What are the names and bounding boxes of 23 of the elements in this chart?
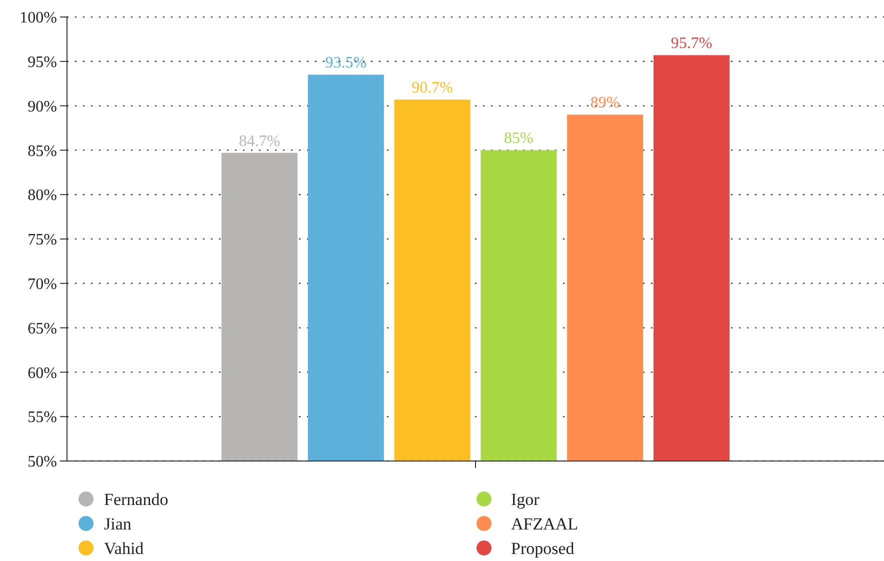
legend-label: Fernando (104, 490, 168, 509)
legend-label: Proposed (511, 538, 575, 558)
data-label: 90.7% (412, 80, 453, 97)
y-tick-label: 80% (28, 187, 57, 204)
y-tick-label: 75% (28, 232, 57, 249)
y-tick-label: 70% (28, 276, 57, 293)
data-label: 84.7% (238, 132, 280, 150)
data-label: 89% (590, 94, 620, 112)
y-tick-label: 50% (28, 454, 57, 471)
legend-label: Vahid (104, 538, 144, 558)
y-tick-label: 85% (28, 142, 57, 160)
y-tick-label: 90% (28, 98, 57, 116)
y-tick-label: 95% (28, 54, 57, 71)
y-tick-label: 55% (28, 409, 57, 426)
data-label: 85% (504, 130, 534, 148)
y-tick-label: 60% (28, 364, 57, 382)
y-tick-label: 100% (20, 10, 57, 27)
data-label: 93.5% (325, 54, 367, 72)
legend-label: AFZAAL (511, 514, 578, 534)
legend-label: Igor (511, 490, 540, 509)
y-tick-label: 65% (28, 320, 57, 338)
legend-label: Jian (104, 514, 132, 534)
data-label: 95.7% (670, 35, 712, 52)
